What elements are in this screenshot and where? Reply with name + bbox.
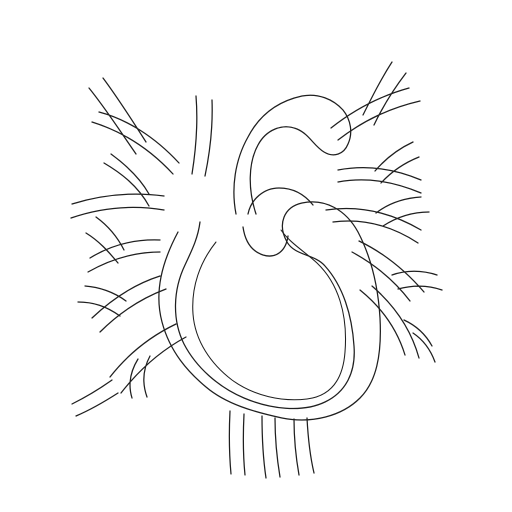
right-mid-vessel-2	[351, 240, 443, 302]
right-upper-vessel-1	[330, 61, 421, 141]
left-upper-vessel-1	[88, 77, 180, 175]
left-upper-vessel-3	[85, 216, 161, 273]
right-lower-vessel	[359, 285, 436, 363]
pulmonary-trunk	[242, 187, 314, 257]
inferior-vessels	[228, 410, 315, 479]
right-mid-vessel-1	[325, 196, 430, 244]
left-mid-vessel	[77, 275, 167, 333]
superior-vena-cava	[191, 95, 213, 177]
heart-body-outline	[158, 201, 381, 421]
right-upper-vessel-2	[337, 141, 422, 194]
aortic-arch	[233, 94, 352, 215]
left-lower-vessel	[71, 323, 187, 417]
left-upper-vessel-2	[70, 153, 165, 219]
heart-inner-contour	[192, 229, 347, 401]
